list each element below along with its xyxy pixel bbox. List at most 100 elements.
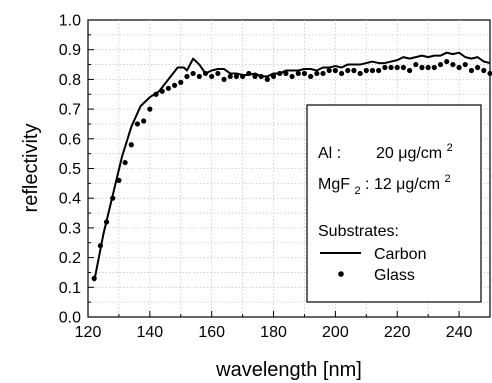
data-point-glass (209, 73, 215, 80)
data-point-glass (246, 70, 252, 77)
data-point-glass (419, 64, 425, 71)
data-point-glass (258, 73, 264, 80)
legend: Al : 20 μg/cm 2 MgF 2 : 12 μg/cm 2 Subst… (306, 104, 482, 303)
data-point-glass (444, 58, 450, 65)
data-point-glass (363, 67, 369, 74)
data-point-glass (196, 73, 202, 80)
data-point-glass (252, 73, 258, 80)
y-tick-label: 0.1 (59, 280, 81, 297)
y-tick-label: 0.4 (59, 191, 81, 208)
legend-mgf-line: MgF 2 : 12 μg/cm 2 (318, 173, 451, 198)
x-tick-label: 240 (446, 324, 473, 341)
y-tick-label: 0.5 (59, 161, 81, 178)
legend-mgf-value: 12 μg/cm (374, 176, 440, 193)
data-point-glass (227, 73, 233, 80)
x-tick-label: 120 (75, 324, 102, 341)
data-point-glass (171, 82, 178, 88)
data-series (91, 51, 492, 282)
x-axis-title: wavelength [nm] (215, 359, 362, 381)
legend-mgf-colon: : (365, 176, 369, 193)
y-tick-label: 0.9 (59, 42, 81, 59)
data-point-glass (159, 88, 165, 94)
data-point-glass (468, 67, 475, 74)
data-point-glass (270, 73, 277, 80)
data-point-glass (153, 91, 159, 97)
data-point-glass (475, 64, 481, 71)
data-point-glass (184, 73, 190, 80)
data-point-glass (487, 70, 492, 77)
y-tick-label: 0.7 (59, 102, 81, 119)
data-point-glass (369, 67, 376, 74)
data-point-glass (165, 85, 171, 91)
y-tick-label: 0.3 (59, 220, 81, 237)
x-tick-label: 180 (260, 324, 287, 341)
data-point-glass (314, 70, 320, 77)
data-point-glass (413, 61, 419, 68)
y-tick-label: 0.0 (59, 310, 81, 327)
x-tick-label: 160 (198, 324, 225, 341)
data-point-glass (91, 275, 97, 281)
data-point-glass (326, 67, 332, 74)
series-line-carbon (93, 51, 491, 282)
legend-substrates-title: Substrates: (318, 223, 399, 240)
x-tick-label: 200 (322, 324, 349, 341)
legend-mgf-sub: 2 (354, 185, 360, 197)
y-tick-label: 0.8 (59, 72, 81, 89)
data-point-glass (295, 70, 301, 77)
data-point-glass (394, 64, 400, 71)
x-tick-labels: 120 140 160 180 200 220 240 (75, 324, 473, 341)
data-point-glass (122, 159, 128, 166)
data-point-glass (400, 64, 407, 71)
data-point-glass (134, 121, 141, 127)
y-tick-label: 0.2 (59, 250, 81, 267)
data-point-glass (202, 70, 209, 77)
data-point-glass (301, 70, 308, 77)
data-point-glass (320, 70, 326, 77)
legend-carbon-label: Carbon (374, 246, 426, 263)
data-point-glass (221, 76, 227, 82)
data-point-glass (190, 70, 196, 77)
data-point-glass (178, 79, 184, 85)
x-tick-label: 140 (136, 324, 163, 341)
data-point-glass (407, 67, 413, 74)
x-tick-label: 220 (384, 324, 411, 341)
data-point-glass (345, 67, 351, 74)
y-axis-title: reflectivity (20, 124, 42, 213)
legend-glass-label: Glass (374, 267, 415, 284)
data-point-glass (332, 67, 338, 74)
data-point-glass (357, 70, 363, 77)
data-point-glass (481, 67, 487, 74)
data-point-glass (388, 64, 394, 71)
data-point-glass (431, 64, 437, 71)
data-point-glass (215, 70, 221, 77)
data-point-glass (338, 70, 345, 77)
grid-lines (88, 20, 490, 317)
data-point-glass (425, 64, 431, 71)
data-point-glass (376, 67, 382, 74)
data-point-glass (141, 118, 147, 124)
legend-glass-marker (338, 271, 344, 277)
y-tick-label: 0.6 (59, 131, 81, 148)
data-point-glass (97, 243, 103, 249)
y-tick-labels: 0.0 0.1 0.2 0.3 0.4 0.5 0.6 0.7 0.8 0.9 1.0 (59, 13, 81, 327)
data-point-glass (351, 67, 357, 74)
data-point-glass (110, 195, 116, 201)
axis-ticks (87, 19, 491, 318)
legend-al-sup: 2 (447, 142, 453, 154)
data-point-glass (382, 64, 388, 71)
data-point-glass (240, 73, 246, 80)
data-point-glass (289, 73, 295, 80)
legend-mgf-sup: 2 (445, 173, 451, 185)
legend-al-line: Al : 20 μg/cm 2 (318, 142, 453, 162)
legend-mgf-label: MgF (318, 176, 350, 193)
data-point-glass (128, 142, 134, 148)
data-point-glass (456, 64, 462, 71)
data-point-glass (147, 106, 153, 112)
data-point-glass (462, 61, 468, 68)
data-point-glass (103, 219, 110, 225)
data-point-glass (264, 76, 270, 82)
data-point-glass (277, 70, 283, 77)
legend-al-value: 20 μg/cm (376, 145, 442, 162)
data-point-glass (450, 61, 456, 68)
